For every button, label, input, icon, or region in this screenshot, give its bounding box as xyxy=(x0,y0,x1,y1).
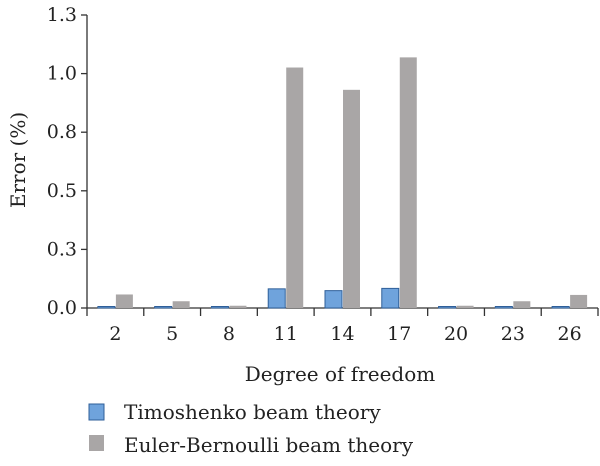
bar-euler-bernoulli-11 xyxy=(286,67,304,308)
y-tick-label: 1.0 xyxy=(47,63,77,85)
bar-timoshenko-17 xyxy=(381,287,400,309)
y-tick-label: 0.0 xyxy=(47,297,77,319)
x-tick-label: 20 xyxy=(444,323,468,345)
legend: Timoshenko beam theory Euler-Bernoulli b… xyxy=(88,400,414,457)
x-tick-label: 2 xyxy=(109,323,121,345)
x-axis-title: Degree of freedom xyxy=(245,362,436,386)
bar-timoshenko-14 xyxy=(324,290,343,309)
y-tick-label: 0.3 xyxy=(47,238,77,260)
bar-timoshenko-11 xyxy=(267,288,286,309)
bar-timoshenko-5 xyxy=(154,306,173,309)
y-tick-label: 1.3 xyxy=(47,4,77,26)
y-axis-title: Error (%) xyxy=(6,112,30,208)
x-tick-label: 14 xyxy=(330,323,354,345)
bar-timoshenko-26 xyxy=(551,306,570,309)
bar-euler-bernoulli-2 xyxy=(115,294,133,308)
legend-label-timoshenko: Timoshenko beam theory xyxy=(124,400,381,424)
bar-timoshenko-20 xyxy=(438,306,457,309)
bar-euler-bernoulli-14 xyxy=(343,89,360,308)
x-tick-label: 5 xyxy=(166,323,178,345)
bar-timoshenko-23 xyxy=(494,306,513,309)
bar-euler-bernoulli-23 xyxy=(513,301,531,308)
bar-euler-bernoulli-17 xyxy=(399,57,417,308)
x-tick-label: 17 xyxy=(387,323,411,345)
x-tick-label: 11 xyxy=(274,323,298,345)
bar-timoshenko-2 xyxy=(97,306,116,309)
legend-swatch-euler-bernoulli xyxy=(89,435,104,451)
legend-swatch-timoshenko xyxy=(88,403,105,421)
y-tick-label: 0.8 xyxy=(47,121,77,143)
bar-euler-bernoulli-26 xyxy=(570,294,588,308)
bar-euler-bernoulli-8 xyxy=(229,305,247,308)
x-tick-label: 23 xyxy=(501,323,525,345)
y-tick-label: 0.5 xyxy=(47,180,77,202)
legend-label-euler-bernoulli: Euler-Bernoulli beam theory xyxy=(124,433,414,457)
x-axis: 2 5 8 11 14 17 20 23 26 xyxy=(86,307,599,345)
bar-euler-bernoulli-20 xyxy=(456,305,474,308)
x-tick-label: 8 xyxy=(223,323,235,345)
bars xyxy=(97,57,588,309)
x-tick-label: 26 xyxy=(558,323,582,345)
bar-timoshenko-8 xyxy=(210,306,229,309)
y-axis: 0.0 0.3 0.5 0.8 1.0 1.3 xyxy=(47,4,88,319)
bar-euler-bernoulli-5 xyxy=(172,301,190,308)
